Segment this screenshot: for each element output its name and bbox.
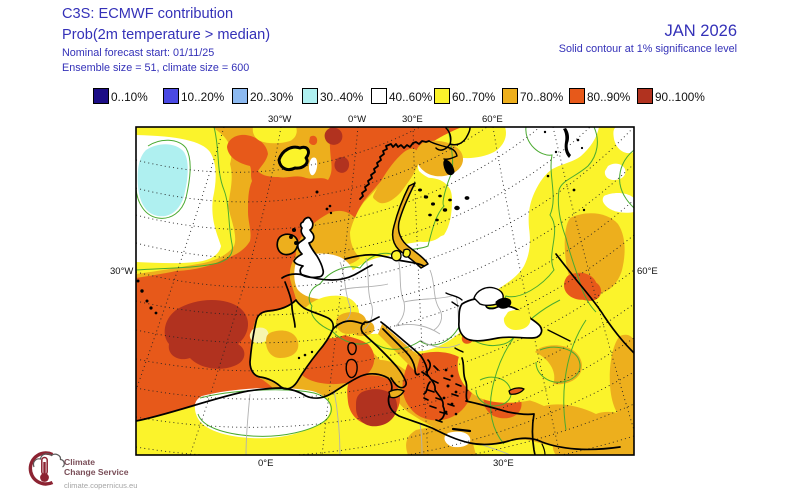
svg-text:Climate: Climate bbox=[64, 457, 95, 467]
svg-text:climate.copernicus.eu: climate.copernicus.eu bbox=[64, 481, 137, 490]
svg-text:Change Service: Change Service bbox=[64, 467, 129, 477]
